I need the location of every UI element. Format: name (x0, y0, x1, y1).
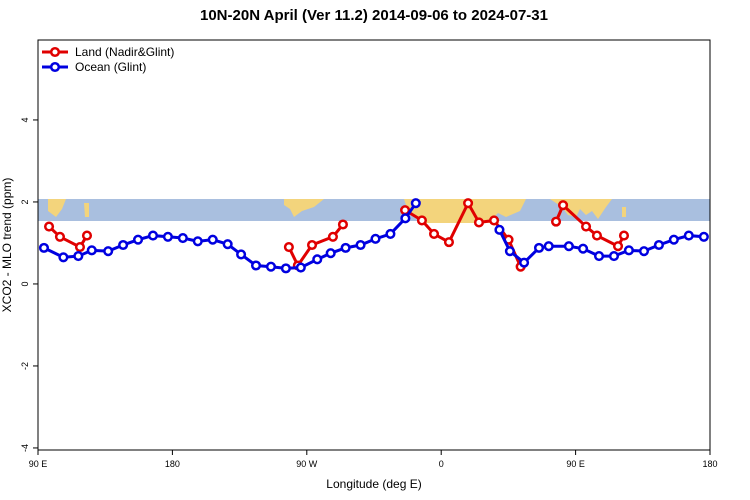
legend-text: Land (Nadir&Glint) (75, 45, 174, 59)
point (306, 239, 318, 251)
plot-frame (37, 39, 711, 451)
point (312, 254, 323, 265)
point (618, 230, 630, 241)
point (400, 213, 411, 224)
y-tick-label: 0 (20, 281, 30, 286)
point (54, 231, 66, 242)
point (103, 246, 114, 257)
chart-title: 10N-20N April (Ver 11.2) 2014-09-06 to 2… (200, 7, 548, 24)
x-tick-label: 90 W (296, 459, 318, 469)
point (410, 198, 421, 209)
point (638, 246, 650, 257)
legend-marker (49, 46, 61, 58)
legend-marker (49, 61, 61, 73)
point (428, 228, 440, 239)
point (81, 230, 93, 241)
x-tick-label: 180 (702, 459, 717, 469)
point (74, 242, 86, 253)
point (355, 239, 366, 251)
point (591, 230, 603, 241)
point (133, 234, 144, 245)
point (543, 241, 554, 252)
point (44, 221, 55, 232)
point (519, 257, 530, 268)
point (177, 232, 188, 244)
point (250, 260, 262, 271)
point (340, 242, 351, 253)
point (463, 198, 474, 209)
point (698, 231, 709, 242)
point (683, 230, 694, 241)
point (337, 219, 348, 230)
point (192, 236, 203, 247)
point (608, 251, 620, 262)
point (118, 239, 129, 251)
x-axis-label: Longitude (deg E) (326, 477, 421, 491)
point (489, 215, 500, 226)
point (563, 241, 574, 252)
point (38, 242, 50, 253)
point (558, 200, 569, 211)
x-tick-label: 90 E (566, 459, 585, 469)
point (58, 252, 69, 263)
point (327, 231, 338, 242)
point (416, 215, 427, 226)
point (73, 251, 84, 262)
point (623, 245, 634, 256)
point (668, 234, 679, 245)
point (222, 239, 233, 250)
point (325, 248, 336, 259)
point (653, 239, 664, 251)
y-tick-label: 4 (20, 117, 30, 122)
y-tick-label: -4 (20, 444, 30, 452)
point (265, 261, 277, 272)
point (370, 233, 381, 244)
point (283, 242, 294, 253)
point (578, 243, 589, 254)
legend-text: Ocean (Glint) (75, 60, 146, 74)
x-tick-label: 180 (165, 459, 180, 469)
y-tick-label: 2 (20, 199, 30, 204)
point (581, 221, 592, 232)
point (593, 251, 605, 262)
point (162, 231, 173, 242)
point (280, 263, 291, 274)
x-tick-label: 90 E (29, 459, 48, 469)
point (207, 234, 218, 245)
y-tick-label: -2 (20, 362, 30, 370)
point (147, 230, 159, 241)
point (385, 228, 396, 239)
y-axis-label: XCO2 - MLO trend (ppm) (0, 178, 14, 313)
map-strip (38, 199, 710, 223)
point (236, 249, 247, 260)
series-line (48, 225, 89, 250)
point (295, 262, 306, 273)
point (504, 246, 515, 257)
point (443, 237, 455, 248)
point (494, 224, 505, 235)
x-tick-label: 0 (439, 459, 444, 469)
point (550, 216, 562, 227)
point (86, 245, 97, 256)
point (473, 217, 485, 228)
point (612, 241, 624, 252)
point (533, 242, 545, 253)
